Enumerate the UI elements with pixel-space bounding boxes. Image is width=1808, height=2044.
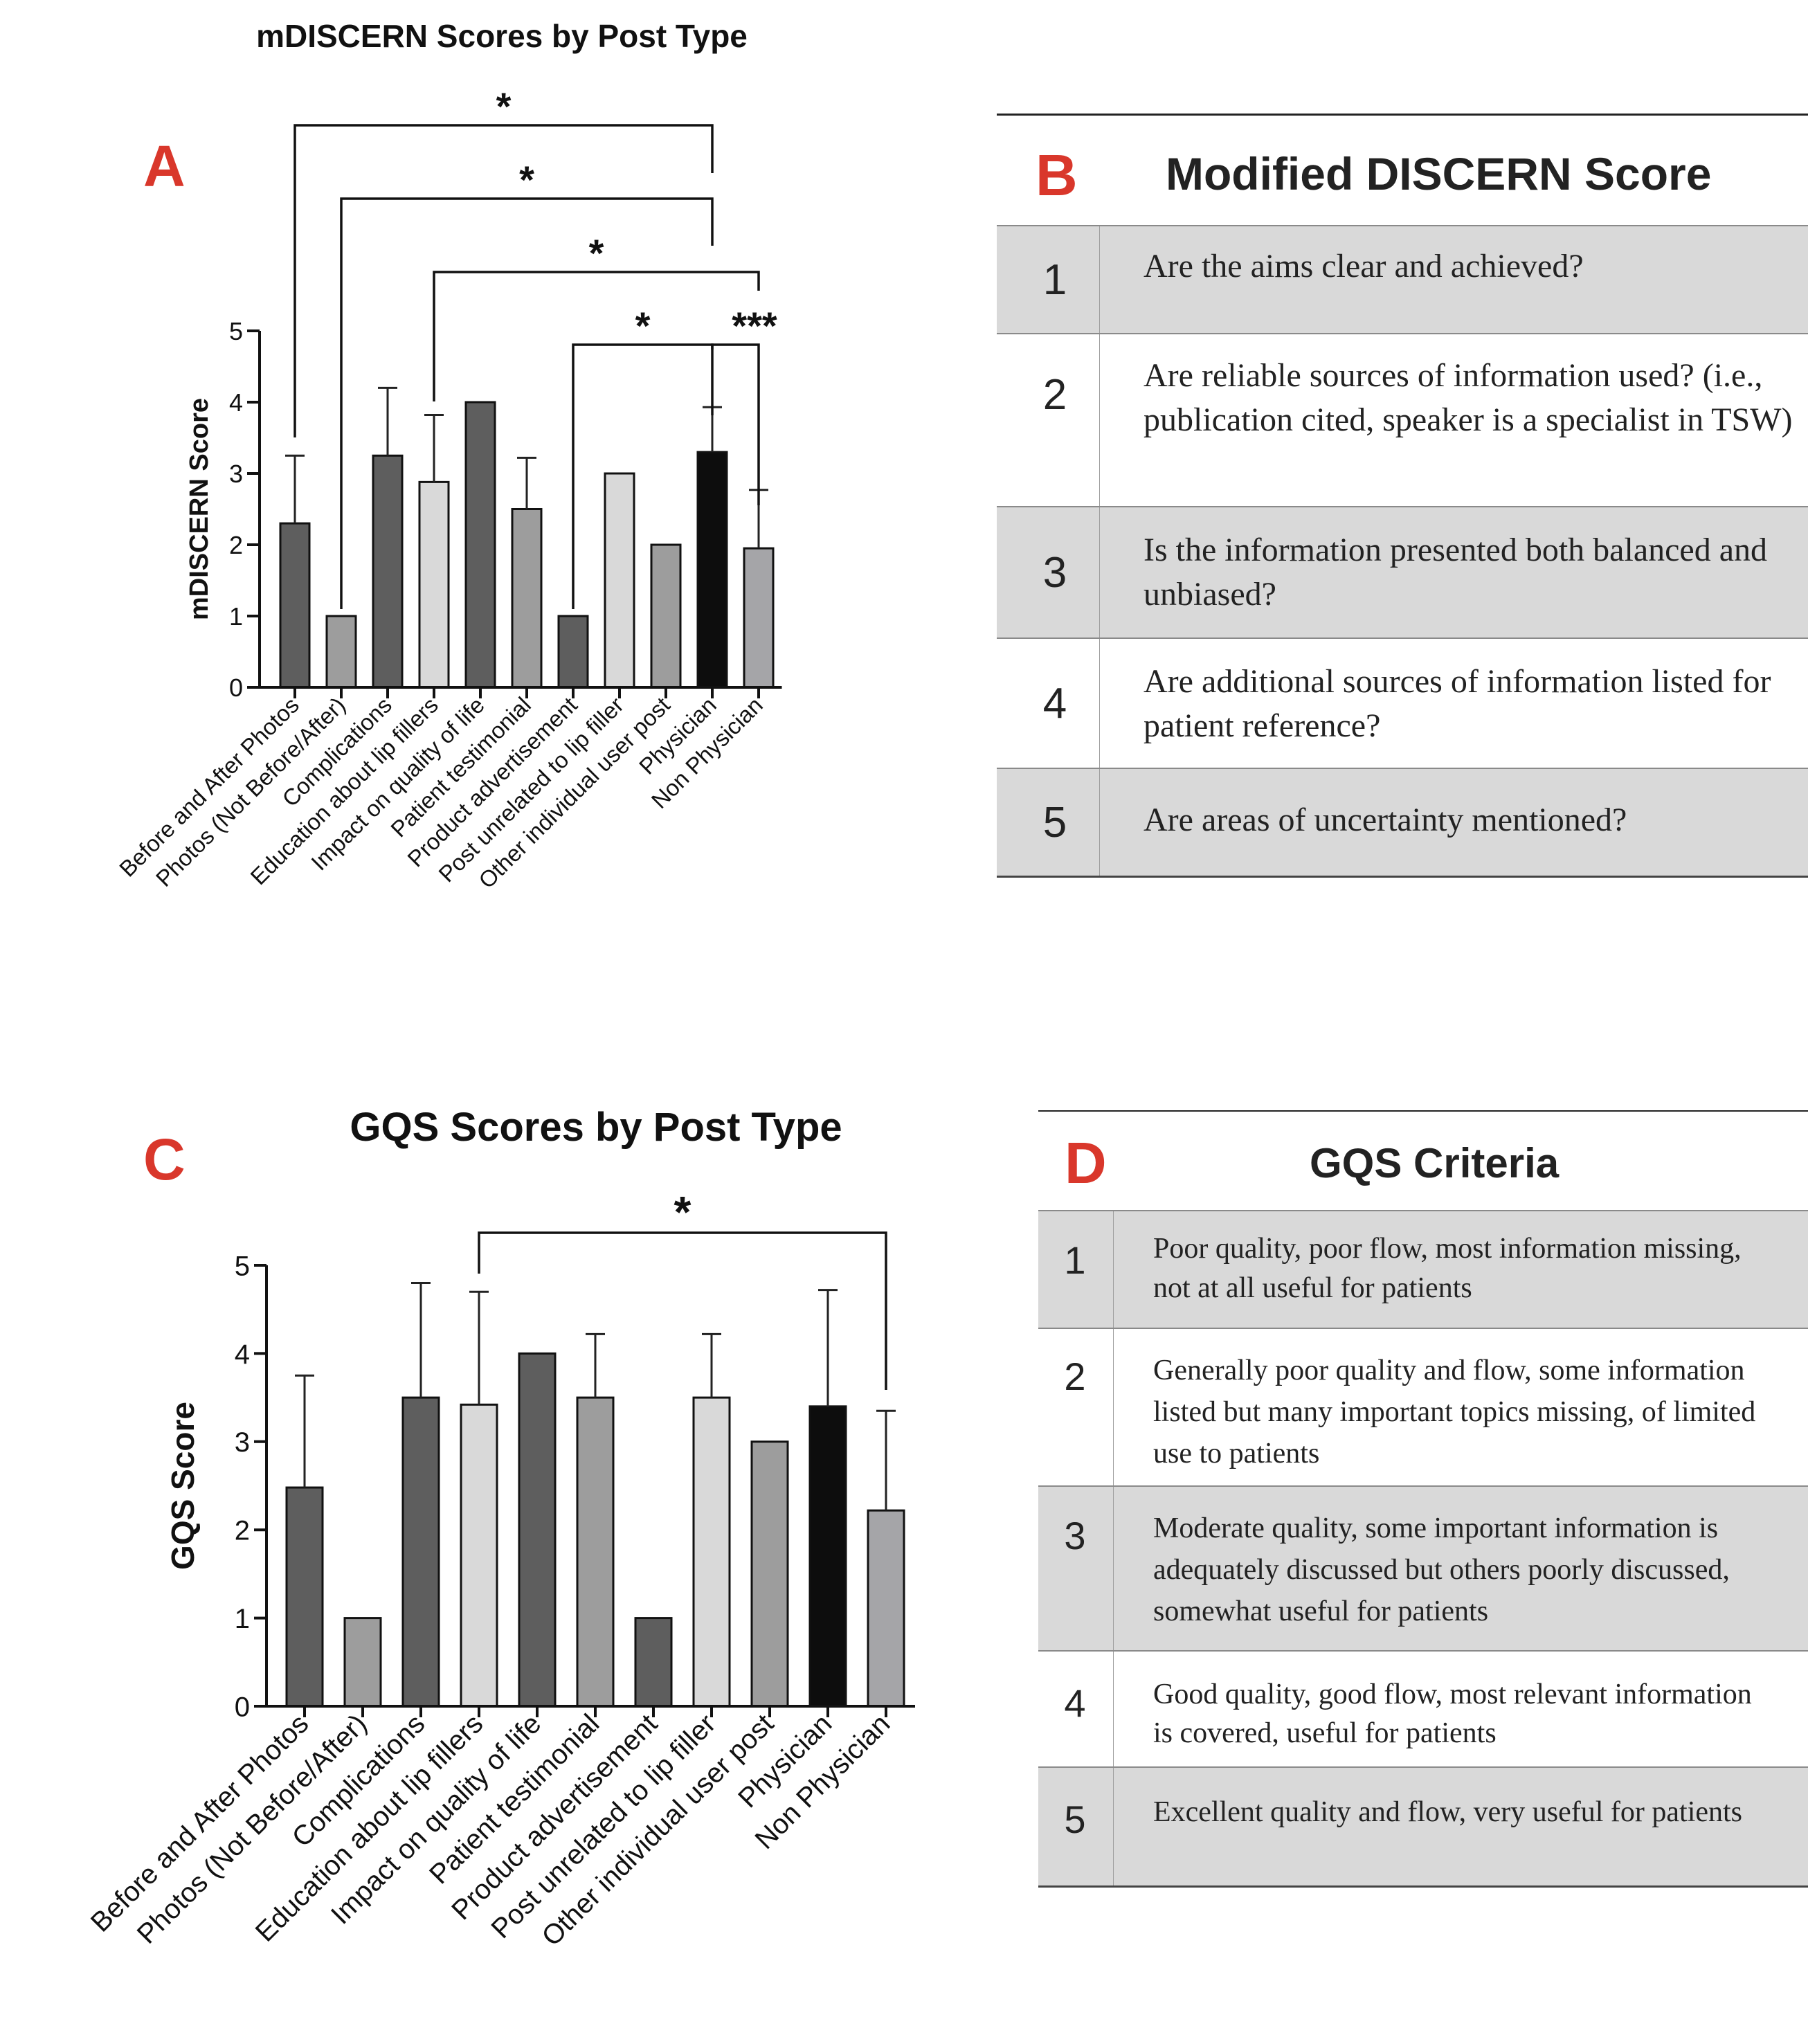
discern-row-5: 5 Are areas of uncertainty mentioned? [997,768,1808,876]
discern-table-header: B Modified DISCERN Score [997,114,1808,225]
gqs-row-text: Moderate quality, some important informa… [1153,1512,1730,1627]
discern-row-number: 2 [1042,371,1067,419]
discern-row-number: 5 [1042,798,1067,847]
gqs-row-4: 4 Good quality, good flow, most relevant… [1038,1650,1808,1766]
bar-8 [604,472,635,689]
bar-3 [372,454,404,689]
panel-letter-b: B [1036,143,1078,208]
panel-letter-a: A [143,134,186,199]
bar-10 [696,451,728,689]
significance-bracket [478,1231,887,1390]
discern-row-number: 4 [1042,679,1067,727]
y-tick-label: 5 [235,1251,250,1281]
significance-marker: * [589,231,604,275]
gqs-criteria-table: D GQS Criteria 1 Poor quality, poor flow… [1038,1110,1808,1888]
significance-marker: * [635,304,651,347]
chart-title: GQS Scores by Post Type [350,1105,842,1150]
bar-1 [285,1486,324,1708]
discern-criteria-table: B Modified DISCERN Score 1 Are the aims … [997,114,1808,878]
bar-9 [750,1440,789,1708]
bar-8 [692,1396,731,1708]
bar-4 [460,1403,498,1708]
y-tick-label: 5 [229,317,243,345]
chart-title: mDISCERN Scores by Post Type [256,18,748,54]
significance-bracket [293,124,714,437]
y-tick-label: 4 [229,388,243,417]
bar-7 [557,615,589,689]
significance-marker: * [496,84,512,128]
gqs-row-1: 1 Poor quality, poor flow, most informat… [1038,1210,1808,1328]
y-tick-label: 1 [235,1604,250,1634]
gqs-row-text: Poor quality, poor flow, most informatio… [1153,1233,1742,1304]
significance-bracket [711,343,760,505]
bar-9 [650,543,682,689]
discern-row-text: Are reliable sources of information used… [1143,357,1793,438]
bar-4 [418,480,450,689]
y-axis-label: GQS Score [165,1402,201,1570]
discern-row-text: Are the aims clear and achieved? [1143,248,1584,284]
y-tick-label: 3 [235,1427,250,1458]
gqs-row-text: Good quality, good flow, most relevant i… [1153,1679,1752,1749]
discern-row-text: Are additional sources of information li… [1143,663,1771,744]
significance-bracket [572,343,714,609]
gqs-row-3: 3 Moderate quality, some important infor… [1038,1485,1808,1650]
y-tick-label: 4 [235,1339,250,1370]
discern-row-number: 1 [1042,255,1067,304]
discern-row-number: 3 [1042,548,1067,597]
bar-5 [518,1352,557,1708]
bar-2 [325,615,357,689]
y-tick-label: 0 [229,673,243,702]
gqs-row-text: Excellent quality and flow, very useful … [1153,1796,1743,1828]
bar-1 [279,522,311,689]
bar-5 [464,401,496,689]
discern-row-2: 2 Are reliable sources of information us… [997,333,1808,506]
gqs-table-header: D GQS Criteria [1038,1110,1808,1210]
bar-6 [576,1396,615,1708]
gqs-table-bottom-rule [1038,1885,1808,1888]
gqs-row-text: Generally poor quality and flow, some in… [1153,1355,1756,1469]
bar-7 [634,1617,673,1708]
panel-letter-c: C [143,1127,186,1192]
bar-2 [343,1617,382,1708]
bar-11 [867,1509,905,1708]
y-tick-label: 2 [235,1516,250,1546]
y-tick-label: 0 [235,1692,250,1722]
bar-6 [511,508,543,689]
y-tick-label: 1 [229,602,243,631]
significance-bracket [433,271,760,401]
y-axis-label: mDISCERN Score [185,398,214,620]
gqs-row-number: 2 [1064,1355,1086,1398]
bar-10 [808,1405,847,1708]
y-tick-label: 2 [229,531,243,559]
gqs-row-number: 5 [1064,1798,1086,1841]
discern-row-text: Are areas of uncertainty mentioned? [1143,802,1627,838]
significance-marker: * [519,158,534,201]
discern-row-text: Is the information presented both balanc… [1143,532,1768,613]
gqs-table-title: GQS Criteria [1310,1140,1560,1186]
gqs-row-2: 2 Generally poor quality and flow, some … [1038,1328,1808,1485]
bar-3 [401,1396,440,1708]
panel-letter-d: D [1065,1130,1107,1195]
gqs-row-number: 1 [1064,1238,1086,1282]
discern-row-4: 4 Are additional sources of information … [997,637,1808,768]
gqs-row-number: 4 [1064,1681,1086,1725]
y-tick-label: 3 [229,460,243,488]
significance-marker: *** [732,304,777,347]
discern-table-bottom-rule [997,876,1808,878]
gqs-row-number: 3 [1064,1514,1086,1557]
significance-marker: * [674,1187,691,1237]
discern-row-1: 1 Are the aims clear and achieved? [997,225,1808,333]
discern-table-title: Modified DISCERN Score [1166,148,1712,199]
bar-11 [743,547,775,689]
gqs-row-5: 5 Excellent quality and flow, very usefu… [1038,1766,1808,1885]
significance-bracket [340,197,714,609]
discern-row-3: 3 Is the information presented both bala… [997,506,1808,637]
mdiscern-bar-chart: mDISCERN Scores by Post Type mDISCERN Sco… [114,18,782,894]
